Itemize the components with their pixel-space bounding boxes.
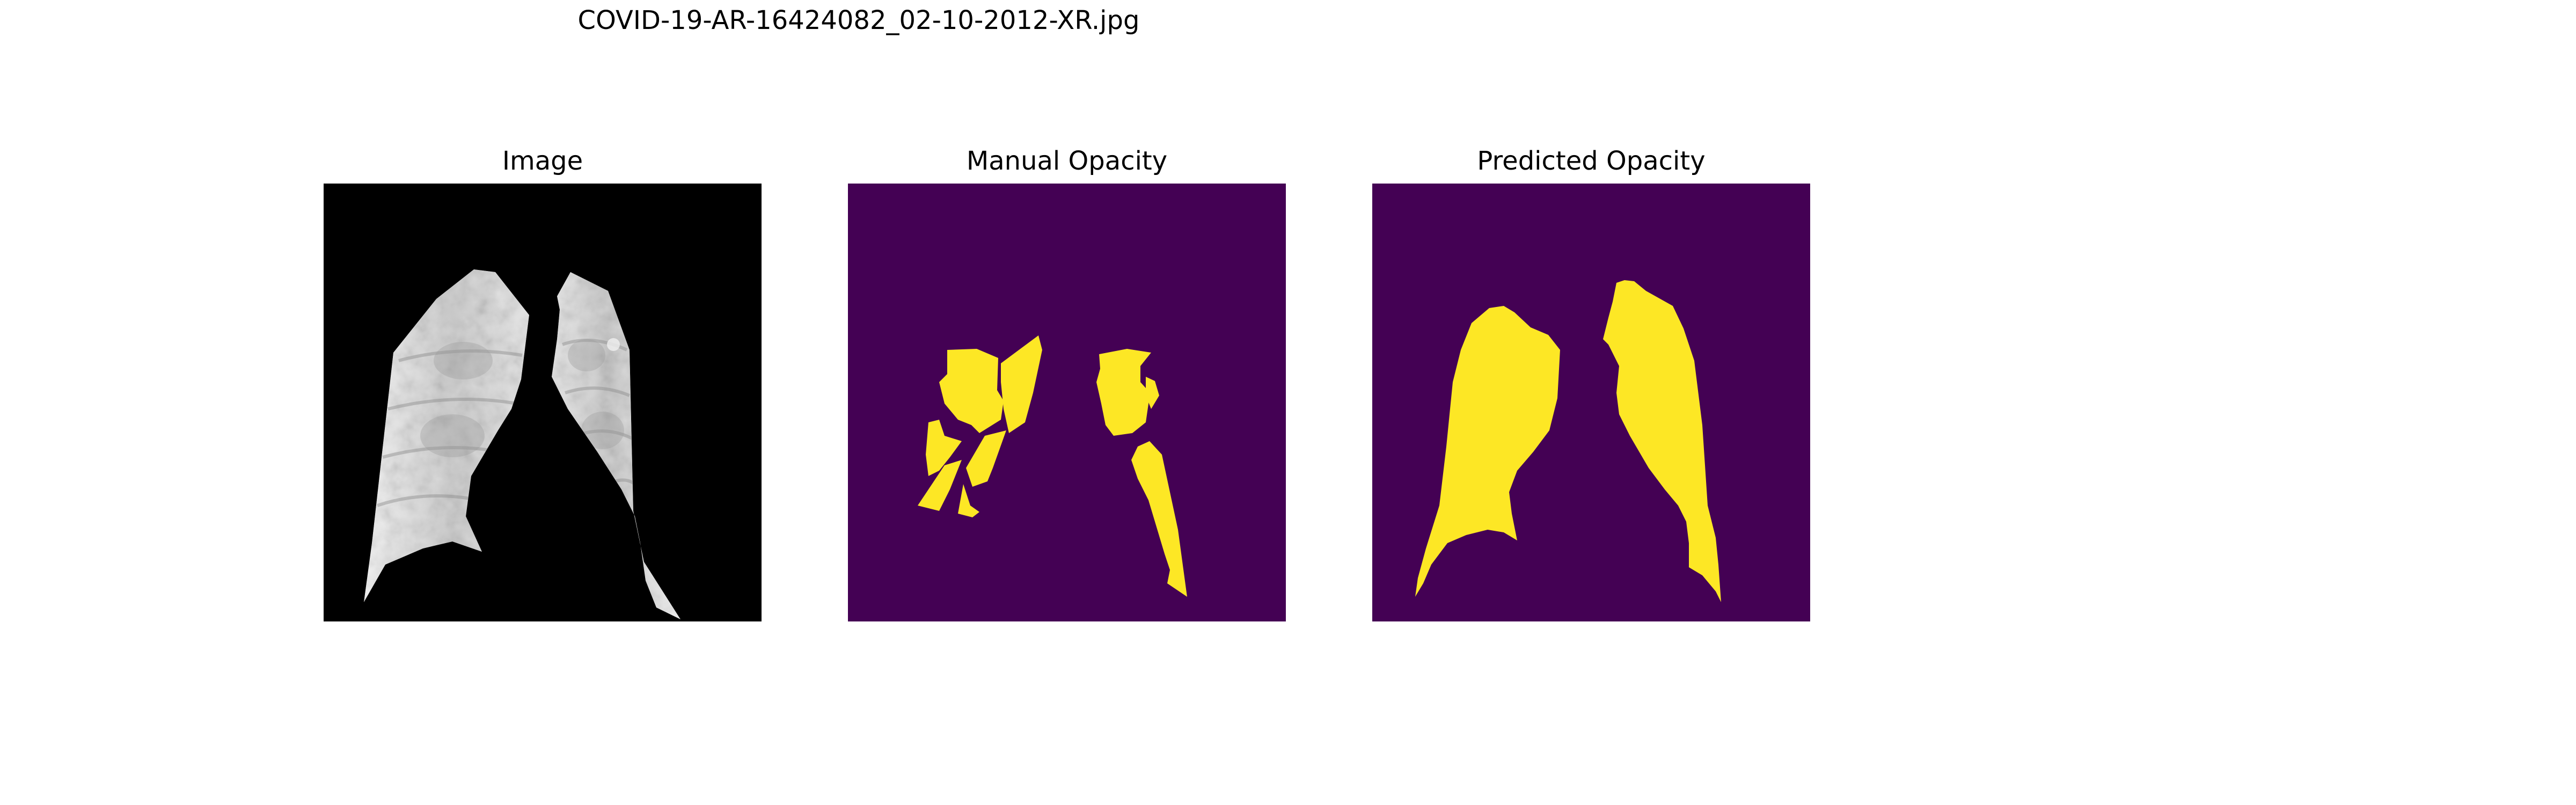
predicted-opacity-mask	[1372, 184, 1810, 621]
xray-image	[324, 184, 762, 621]
xray-image-panel	[324, 184, 762, 621]
panel-title-manual-opacity: Manual Opacity	[966, 146, 1168, 176]
figure-title: COVID-19-AR-16424082_02-10-2012-XR.jpg	[577, 5, 1140, 35]
panel-title-predicted-opacity: Predicted Opacity	[1477, 146, 1706, 176]
manual-opacity-panel	[848, 184, 1286, 621]
predicted-opacity-panel	[1372, 184, 1810, 621]
panel-title-image: Image	[502, 146, 583, 176]
manual-opacity-mask	[848, 184, 1286, 621]
